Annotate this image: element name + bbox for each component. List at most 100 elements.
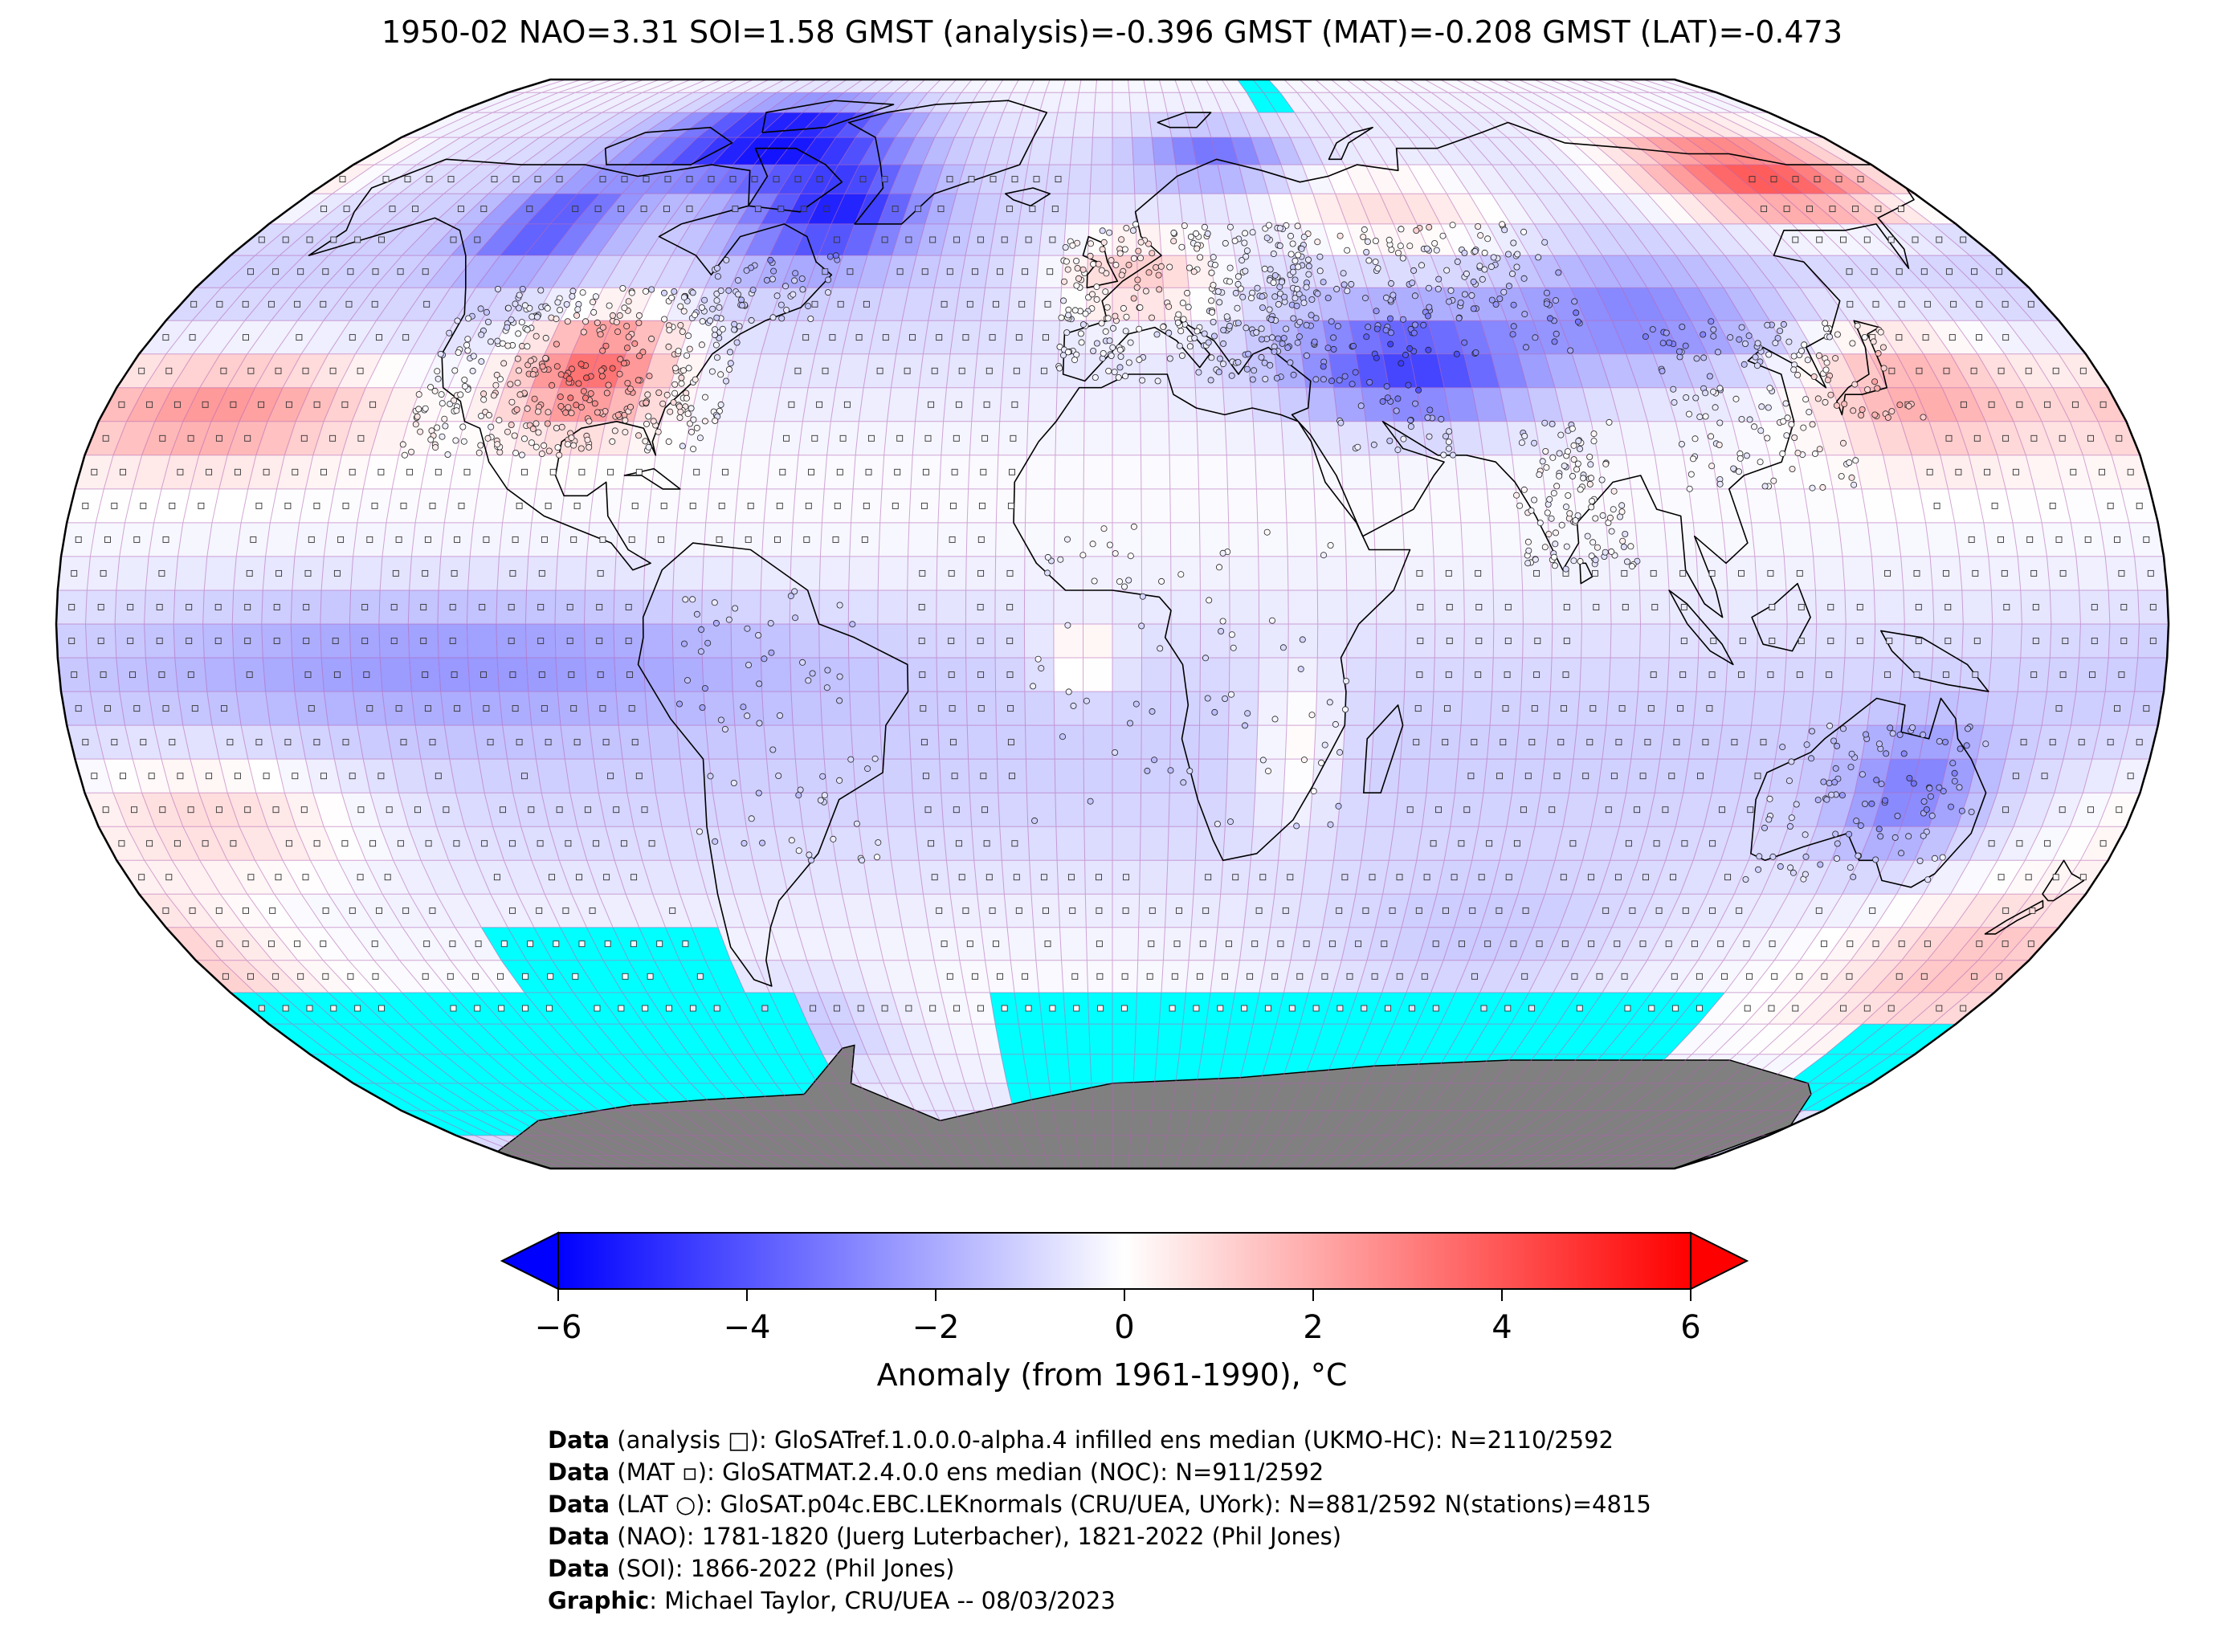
analysis-marker (1621, 973, 1628, 980)
station-marker (1296, 333, 1303, 341)
analysis-marker (302, 367, 309, 374)
grid-cell (1083, 658, 1112, 692)
station-marker (689, 289, 696, 296)
world-map (55, 78, 2170, 1170)
station-marker (454, 317, 461, 324)
station-marker (557, 371, 565, 378)
station-marker (1311, 338, 1318, 345)
grid-cell (500, 112, 566, 138)
grid-cell (1230, 92, 1259, 113)
station-marker (1570, 456, 1577, 463)
station-marker (590, 299, 597, 306)
station-marker (1373, 325, 1381, 332)
analysis-marker (247, 367, 255, 374)
analysis-marker (1798, 604, 1805, 610)
analysis-marker (593, 840, 600, 847)
station-marker (1383, 294, 1390, 301)
grid-cell (972, 194, 1002, 224)
station-marker (1599, 512, 1606, 519)
grid-cell (1255, 455, 1286, 489)
grid-cell (1533, 80, 1583, 93)
analysis-marker (635, 468, 643, 475)
station-marker (485, 411, 492, 418)
station-marker (504, 342, 512, 349)
analysis-marker (2030, 434, 2038, 442)
grid-cell (651, 759, 684, 793)
station-marker (716, 304, 723, 311)
station-marker (1551, 562, 1558, 569)
station-marker (461, 376, 468, 383)
grid-cell (1169, 793, 1198, 827)
analysis-marker (997, 973, 1003, 980)
grid-cell (1312, 759, 1343, 793)
station-marker (1400, 316, 1407, 323)
grid-cell (421, 112, 493, 138)
analysis-marker (833, 236, 840, 243)
analysis-marker (894, 468, 901, 475)
analysis-marker (545, 1005, 553, 1012)
station-marker (427, 384, 435, 391)
grid-cell (1312, 112, 1350, 138)
station-marker (1136, 304, 1144, 311)
grid-cell (1226, 455, 1257, 489)
station-marker (1736, 455, 1744, 462)
station-marker (1093, 296, 1100, 303)
station-marker (678, 380, 685, 387)
station-marker (713, 314, 720, 321)
station-marker (1253, 328, 1260, 336)
station-marker (791, 277, 798, 284)
analysis-marker (1475, 638, 1483, 644)
grid-cell (1675, 255, 1724, 288)
analysis-marker (621, 176, 628, 183)
analysis-marker (1169, 1005, 1176, 1012)
station-marker (1513, 492, 1520, 499)
grid-cell (1565, 92, 1623, 113)
station-marker (1305, 271, 1312, 278)
grid-cell (1169, 488, 1200, 523)
grid-cell (1239, 112, 1271, 138)
grid-cell (1179, 92, 1204, 113)
analysis-marker (1417, 604, 1424, 610)
analysis-marker (993, 940, 999, 948)
grid-cell (1246, 194, 1277, 224)
analysis-marker (1973, 434, 1981, 442)
analysis-marker (156, 604, 163, 610)
analysis-marker (267, 940, 275, 948)
analysis-marker (794, 367, 802, 374)
analysis-marker (1955, 468, 1962, 475)
grid-cell (1223, 194, 1253, 224)
grid-cell (1227, 488, 1258, 523)
station-marker (606, 302, 613, 309)
analysis-marker (788, 401, 795, 408)
grid-cell (887, 826, 919, 861)
analysis-marker (1123, 874, 1129, 881)
analysis-marker (1769, 940, 1776, 948)
analysis-marker (1749, 176, 1756, 183)
analysis-marker (300, 434, 308, 442)
station-marker (1228, 372, 1235, 379)
station-marker (739, 302, 746, 309)
grid-cell (1143, 80, 1163, 93)
analysis-marker (129, 671, 136, 679)
grid-cell (911, 80, 941, 93)
analysis-marker (1972, 671, 1979, 679)
station-marker (1461, 249, 1468, 256)
grid-cell (1440, 80, 1482, 93)
station-marker (1065, 312, 1072, 319)
analysis-marker (1924, 300, 1931, 308)
station-marker (597, 331, 604, 338)
station-marker (1180, 316, 1187, 323)
analysis-marker (2089, 671, 2095, 679)
station-marker (504, 428, 512, 435)
grid-cell (1402, 194, 1441, 224)
analysis-marker (1650, 671, 1657, 679)
station-marker (1606, 514, 1614, 521)
grid-cell (1428, 165, 1469, 194)
grid-cell (1059, 927, 1088, 961)
analysis-marker (75, 705, 82, 712)
station-marker (605, 381, 612, 389)
analysis-marker (377, 468, 385, 475)
analysis-marker (313, 502, 320, 509)
analysis-marker (463, 468, 471, 475)
grid-cell (1049, 137, 1073, 165)
